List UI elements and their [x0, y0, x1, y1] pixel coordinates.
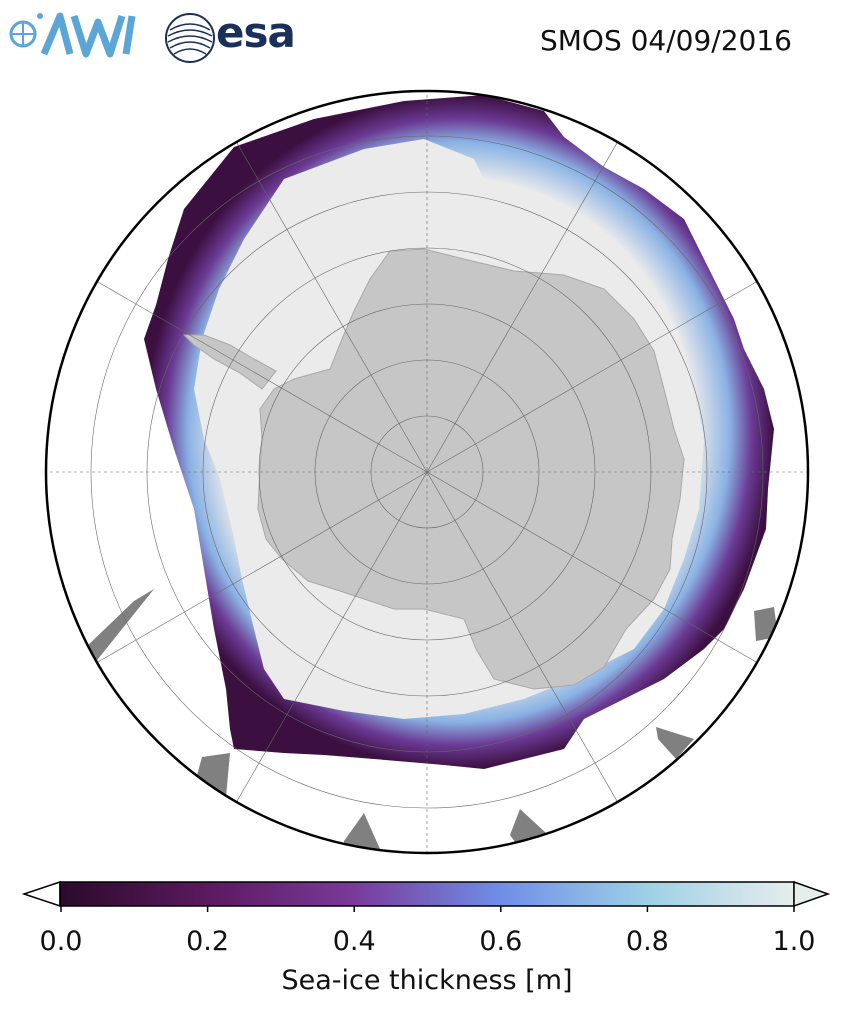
esa-wordmark: esa	[216, 8, 296, 57]
esa-logo: esa	[164, 8, 296, 68]
antarctica-land	[257, 248, 685, 690]
antarctic-peninsula	[182, 334, 277, 390]
colorbar-extend-min	[22, 880, 61, 908]
polar-map	[44, 89, 810, 855]
map-title: SMOS 04/09/2016	[539, 24, 792, 57]
colorbar-scale	[59, 881, 795, 907]
colorbar-tick-label: 0.2	[186, 926, 230, 957]
colorbar-tick-label: 0.0	[39, 926, 83, 957]
awi-logo	[6, 8, 146, 68]
colorbar-tick-marks	[60, 906, 795, 912]
colorbar-label: Sea-ice thickness [m]	[281, 965, 573, 996]
graticule	[46, 91, 808, 853]
colorbar-extend-max	[793, 880, 831, 908]
colorbar-tick-label: 0.4	[332, 926, 376, 957]
colorbar-tick-label: 1.0	[772, 926, 816, 957]
colorbar-tick-label: 0.6	[479, 926, 523, 957]
header-logos: esa	[6, 8, 306, 64]
missing-data-wedges	[84, 589, 778, 853]
colorbar	[22, 880, 831, 912]
colorbar-tick-label: 0.8	[625, 926, 669, 957]
map-boundary	[44, 89, 810, 855]
